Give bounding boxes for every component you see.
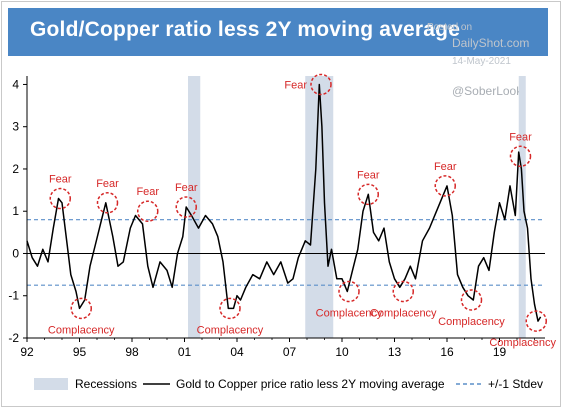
series-layer: [26, 83, 542, 322]
legend-swatch-recessions: [34, 378, 68, 390]
legend: Recessions Gold to Copper price ratio les…: [34, 377, 543, 391]
x-tick-label: 13: [388, 345, 402, 359]
annotation-circle-12: [460, 289, 483, 311]
annotation-label-3: Fear: [175, 182, 198, 194]
title-bar: Gold/Copper ratio less 2Y moving average: [8, 8, 548, 56]
y-tick-label: -1: [8, 289, 19, 303]
x-tick-label: 95: [73, 345, 87, 359]
annotation-circle-9: [219, 297, 241, 320]
recession-bands: [188, 76, 526, 338]
recession-band-1: [305, 76, 334, 338]
annotation-label-12: Complacency: [438, 316, 505, 328]
annotation-label-13: Complacency: [489, 337, 556, 349]
annotation-circle-8: [70, 297, 92, 320]
annotation-label-7: Fear: [509, 131, 532, 143]
annotation-circle-7: [509, 145, 532, 168]
y-tick-label: 0: [12, 246, 19, 260]
annotation-circle-11: [392, 280, 414, 303]
annotation-circle-10: [338, 280, 360, 303]
y-tick-label: -2: [8, 331, 19, 345]
watermark-date: 14-May-2021: [452, 56, 511, 67]
legend-label-line: Gold to Copper price ratio less 2Y movin…: [176, 377, 445, 391]
chart-title: Gold/Copper ratio less 2Y moving average: [30, 18, 461, 41]
annotation-label-10: Complacency: [316, 308, 383, 320]
annotation-label-5: Fear: [357, 169, 380, 181]
annotation-circle-1: [96, 192, 119, 214]
annotation-label-1: Fear: [96, 178, 119, 190]
annotation-label-11: Complacency: [370, 308, 437, 320]
annotation-circle-0: [49, 187, 71, 210]
recession-band-0: [188, 76, 201, 338]
y-tick-label: 2: [12, 162, 19, 176]
legend-label-stdev: +/-1 Stdev: [488, 377, 543, 391]
annotation-label-2: Fear: [136, 186, 159, 198]
annotation-label-0: Fear: [49, 174, 72, 186]
x-tick-label: 16: [440, 345, 454, 359]
recession-band-2: [518, 76, 526, 338]
y-tick-label: 3: [12, 120, 19, 134]
watermark-site: DailyShot.com: [452, 36, 530, 50]
annotation-circle-6: [434, 175, 456, 197]
annotation-label-8: Complacency: [48, 324, 115, 336]
x-tick-label: 01: [178, 345, 192, 359]
annotation-label-6: Fear: [434, 161, 457, 173]
annotation-label-4: Fear: [284, 79, 307, 91]
annotation-label-9: Complacency: [197, 324, 264, 336]
x-tick-label: 92: [20, 345, 34, 359]
x-tick-label: 98: [125, 345, 139, 359]
annotation-circle-2: [137, 200, 159, 222]
watermark-posted: Posted on: [427, 22, 473, 33]
watermark-handle: @SoberLook: [452, 84, 523, 98]
x-tick-label: 19: [493, 345, 507, 359]
x-tick-label: 10: [335, 345, 349, 359]
x-tick-label: 04: [230, 345, 244, 359]
annotation-layer: Fear Fear Fear Fear Fear Fear Fear Fear Complace…: [48, 73, 556, 349]
annotation-circle-3: [175, 196, 197, 218]
y-tick-label: 4: [12, 77, 19, 91]
stdev-lines: [27, 219, 545, 286]
y-tick-label: 1: [12, 204, 19, 218]
x-tick-label: 07: [283, 345, 297, 359]
annotation-circle-4: [310, 73, 332, 96]
series-line-0: [26, 83, 542, 322]
legend-label-recessions: Recessions: [75, 377, 137, 391]
annotation-circle-5: [357, 183, 379, 206]
annotation-circle-13: [525, 310, 547, 332]
